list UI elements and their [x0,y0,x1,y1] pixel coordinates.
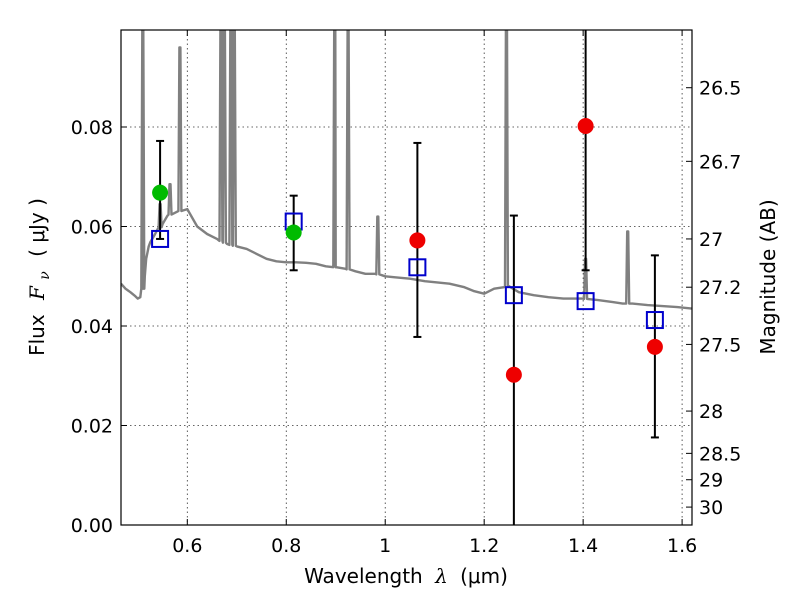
x-tick-label: 1 [379,535,391,557]
upper-limit-point [505,366,522,383]
model-photometry-square [151,229,170,248]
y-axis-label-prefix: Flux [25,314,49,356]
detection-point [285,224,302,241]
x-tick-label: 0.6 [172,535,202,557]
y2-tick-label: 28 [699,401,723,423]
y2-tick-label: 26.7 [699,151,741,173]
axis-ticks: 0.6 0.8 1 1.2 1.4 1.6 0.00 0.02 0.04 0.06 0.08 26.5… [71,30,741,557]
error-bar [581,30,590,272]
y-axis-label-unit: ( μJy ) [25,198,49,257]
model-photometry-square [645,311,664,330]
x-tick-label: 0.8 [271,535,301,557]
y2-tick-label: 26.5 [699,78,741,100]
y2-tick-label: 30 [699,497,723,519]
y2-axis-label: Magnitude (AB) [756,199,780,354]
y-tick-label: 0.04 [71,316,113,338]
y2-tick-label: 27 [699,229,723,251]
y2-tick-label: 27.2 [699,277,741,299]
model-photometry-square [408,258,427,277]
y2-tick-label: 29 [699,470,723,492]
upper-limit-point [577,118,594,135]
y2-tick-label: 28.5 [699,443,741,465]
detection-point [152,184,169,201]
model-photometry-square [504,286,523,305]
x-tick-label: 1.6 [667,535,697,557]
spectrum-line [121,30,692,310]
plot-frame [120,29,693,526]
x-tick-label: 1.4 [568,535,598,557]
grid-lines [121,30,692,525]
y-tick-label: 0.02 [71,416,113,438]
y-tick-label: 0.00 [71,515,113,537]
x-axis-label-unit: (μm) [460,564,508,588]
upper-limit-point [646,338,663,355]
y-axis-label-subscript: ν [37,271,53,280]
y-axis-label: Flux F ν ( μJy ) [25,198,54,356]
x-tick-label: 1.2 [469,535,499,557]
y-tick-label: 0.06 [71,217,113,239]
x-axis-label-symbol: λ [434,564,448,588]
y-axis-label-symbol: F [25,285,49,301]
y-tick-label: 0.08 [71,117,113,139]
plot-area [121,30,692,525]
upper-limit-point [409,232,426,249]
x-axis-label-prefix: Wavelength [304,564,423,588]
model-photometry-square [576,292,595,311]
y2-tick-label: 27.5 [699,334,741,356]
x-axis-label: Wavelength λ (μm) [304,564,508,588]
